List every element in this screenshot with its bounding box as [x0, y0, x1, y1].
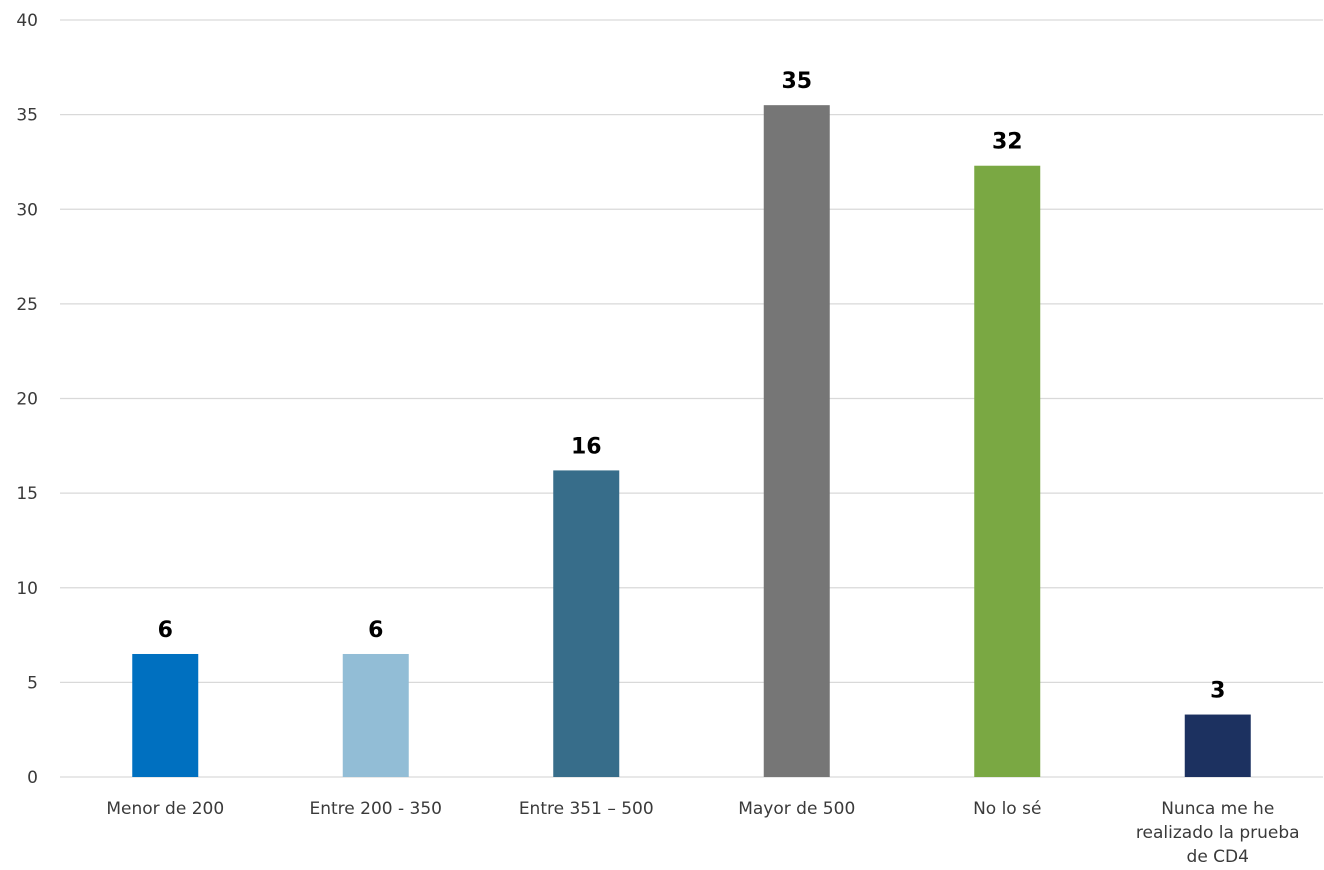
x-tick-label: Mayor de 500: [738, 799, 855, 819]
data-labels: 6 6 16 35 32 3: [158, 69, 1226, 703]
bar: [974, 165, 1041, 777]
y-tick-label: 25: [16, 295, 38, 315]
y-tick-label: 35: [16, 106, 38, 126]
data-label: 3: [1210, 679, 1225, 704]
bars: [132, 105, 1251, 778]
bar: [132, 653, 199, 777]
y-tick-label: 40: [16, 11, 38, 31]
y-tick-label: 30: [16, 200, 38, 220]
x-tick-label: Menor de 200: [106, 799, 224, 819]
data-label: 16: [571, 434, 602, 459]
data-label: 32: [992, 130, 1023, 155]
y-tick-label: 5: [27, 673, 38, 693]
bar: [342, 653, 409, 777]
x-tick-label: Entre 351 – 500: [519, 799, 654, 819]
data-label: 6: [368, 618, 383, 643]
data-label: 35: [781, 69, 812, 94]
grid-layer: [60, 19, 1323, 778]
y-tick-label: 20: [16, 390, 38, 410]
y-axis: 0 5 10 15 20 25 30 35 40: [16, 11, 38, 788]
y-tick-label: 10: [16, 579, 38, 599]
bar: [763, 105, 830, 778]
x-tick-label: Nunca me he realizado la prueba de CD4: [1136, 799, 1300, 867]
bar: [1184, 714, 1251, 777]
x-tick-label: Entre 200 - 350: [310, 799, 443, 819]
y-tick-label: 0: [27, 768, 38, 788]
bar: [553, 470, 620, 777]
x-axis: Menor de 200 Entre 200 - 350 Entre 351 – 5…: [106, 799, 1299, 867]
x-tick-label: No lo sé: [973, 799, 1041, 819]
data-label: 6: [158, 618, 173, 643]
y-tick-label: 15: [16, 484, 38, 504]
